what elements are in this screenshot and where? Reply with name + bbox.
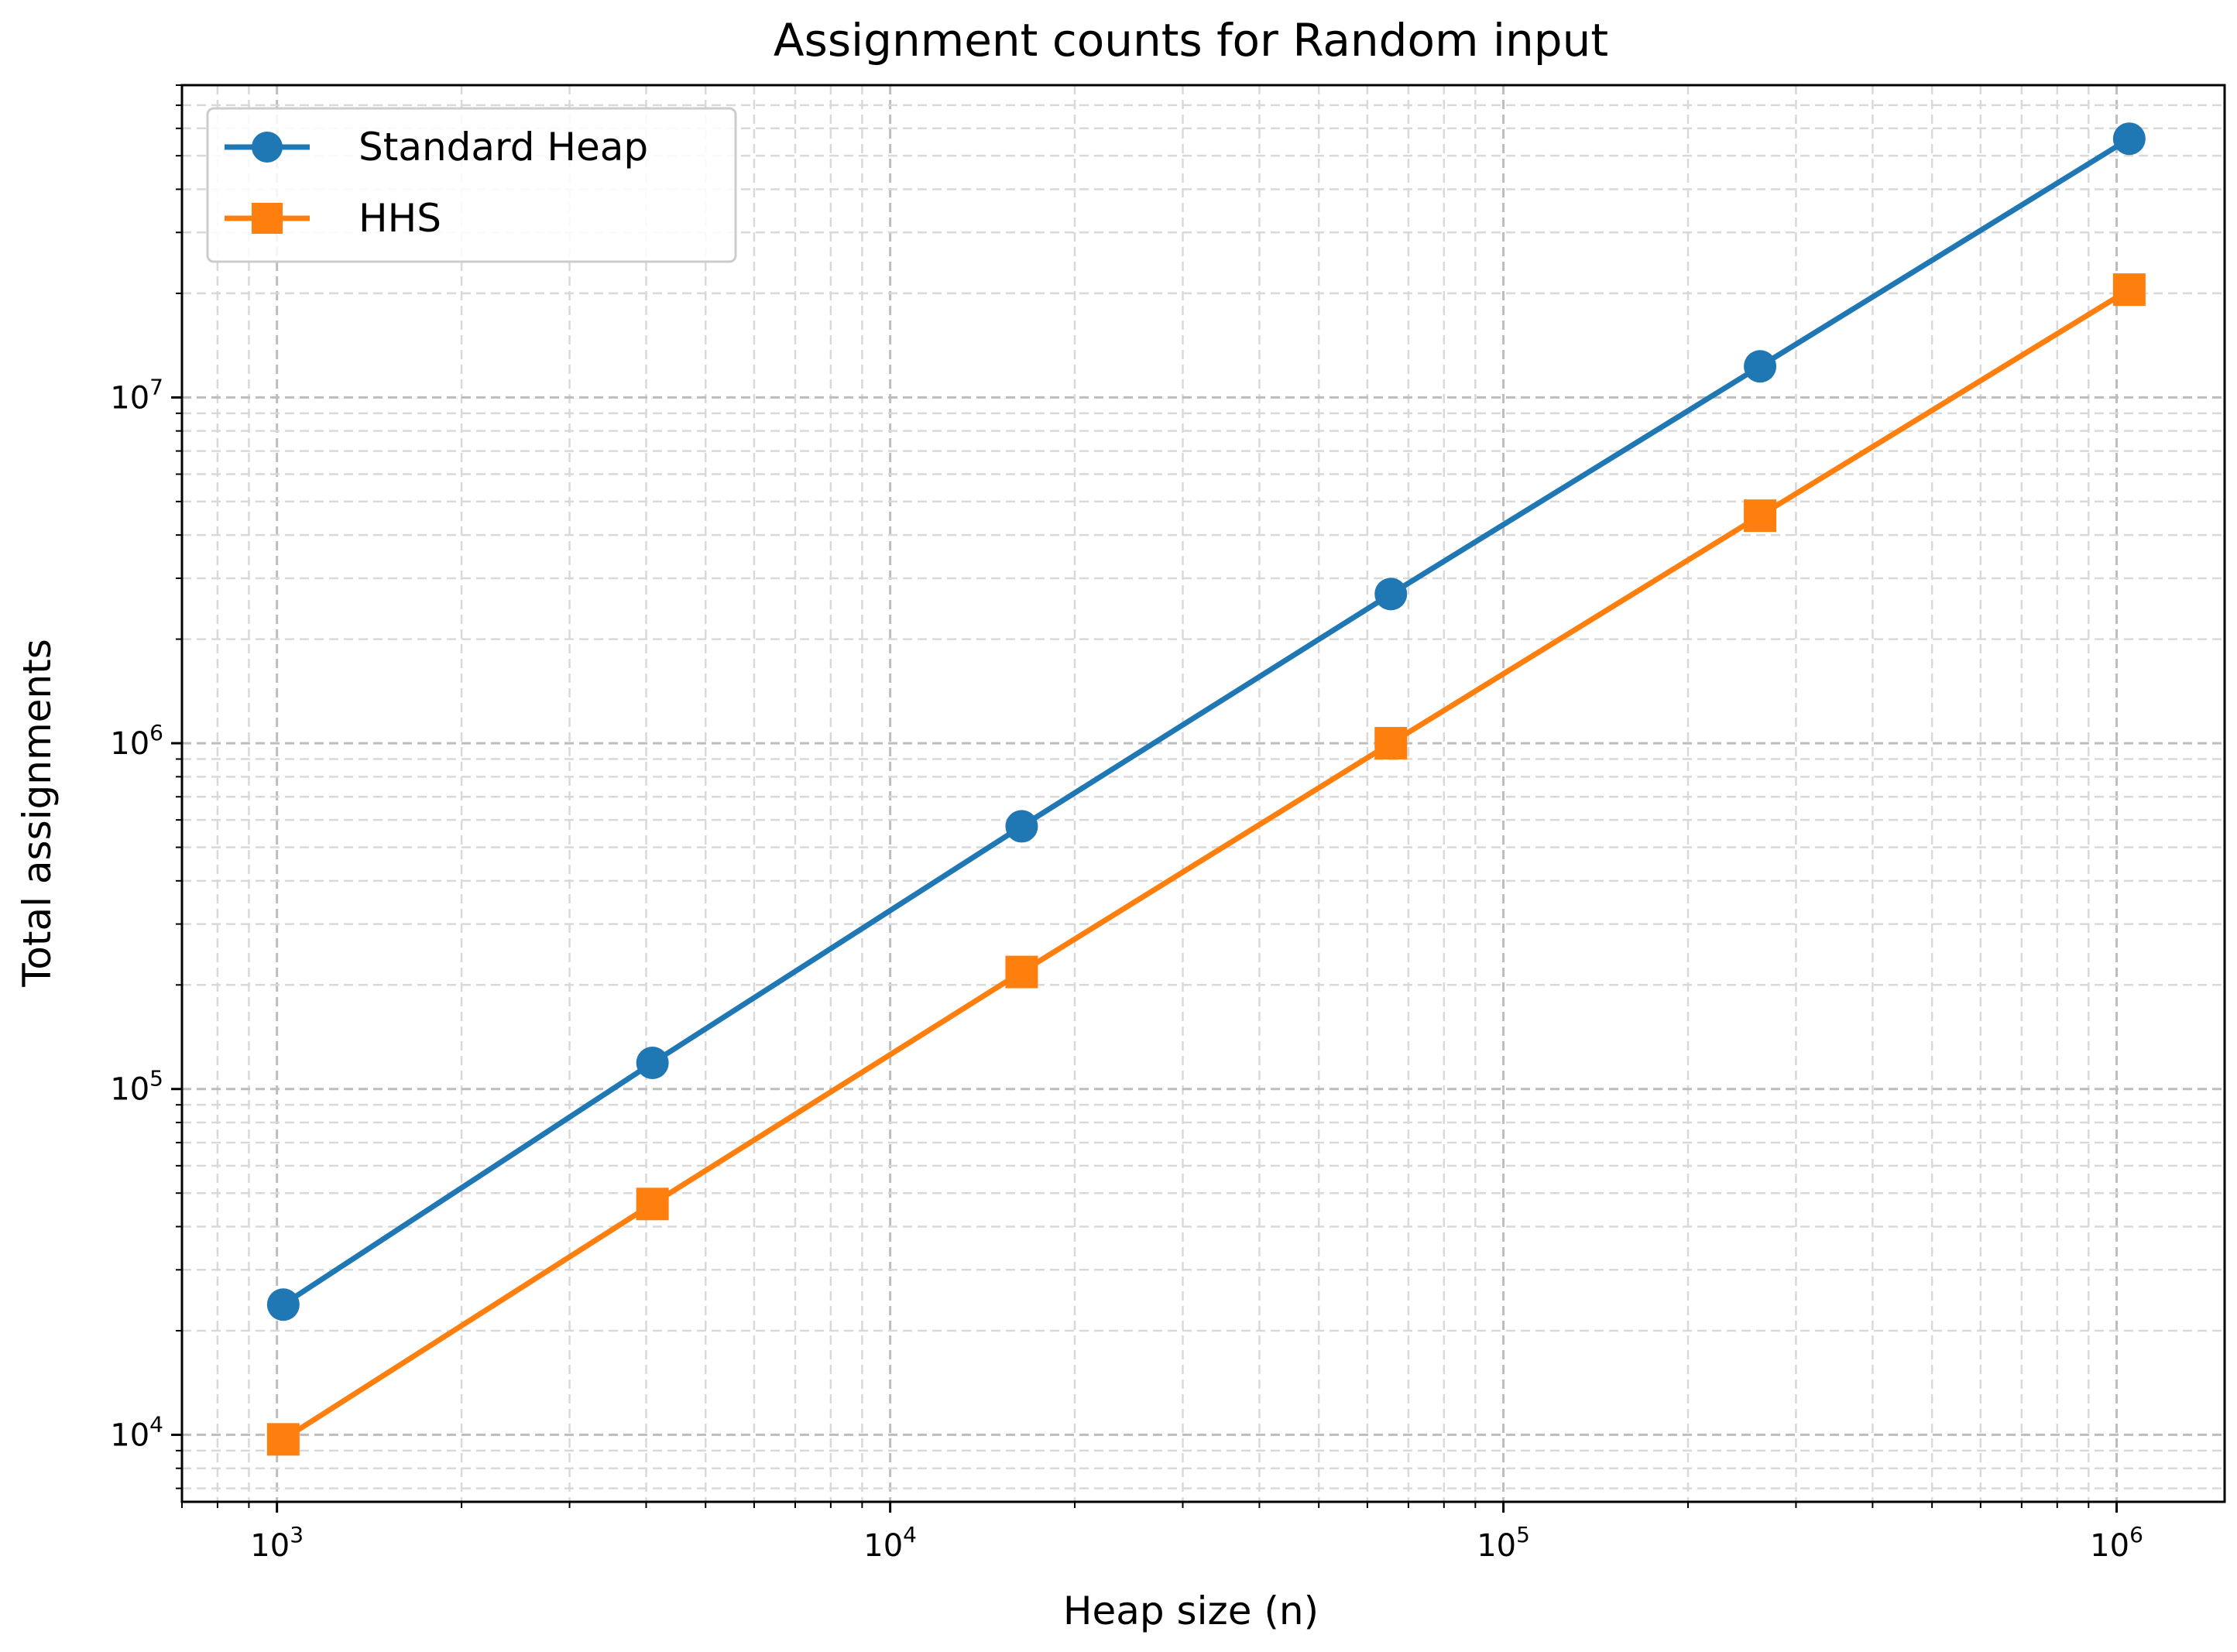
series-line-standard-heap	[280, 135, 2132, 1308]
point-hhs	[266, 1423, 300, 1456]
legend-marker-standard-heap	[252, 132, 283, 163]
point-standard-heap	[1744, 350, 1777, 383]
legend-label-hhs: HHS	[359, 196, 441, 241]
y-tick-label: 107	[110, 374, 163, 416]
x-tick-label: 105	[1477, 1522, 1530, 1564]
legend-box	[206, 107, 737, 263]
y-tick-label: 105	[110, 1066, 163, 1108]
x-tick-label: 106	[2090, 1522, 2143, 1564]
point-hhs	[1744, 499, 1777, 533]
legend: Standard Heap HHS	[206, 107, 737, 263]
y-tick-label: 104	[110, 1411, 163, 1453]
point-standard-heap	[1374, 578, 1408, 611]
point-hhs	[636, 1188, 669, 1221]
y-tick-label: 106	[110, 720, 163, 762]
x-tick-label: 104	[863, 1522, 917, 1564]
chart-title: Assignment counts for Random input	[774, 14, 1608, 67]
point-standard-heap	[1005, 810, 1038, 843]
point-standard-heap	[2112, 122, 2146, 156]
series-layer	[266, 122, 2146, 1456]
y-axis-title: Total assignments	[15, 639, 60, 988]
ticks: 103 104 105 106 104 105 106 107	[110, 84, 2143, 1564]
point-standard-heap	[636, 1047, 669, 1080]
plot-frame	[180, 84, 2226, 1503]
point-standard-heap	[266, 1288, 300, 1321]
point-hhs	[1374, 727, 1408, 760]
x-tick-label: 103	[250, 1522, 304, 1564]
legend-marker-hhs	[252, 203, 283, 234]
legend-label-standard-heap: Standard Heap	[359, 125, 648, 170]
grid	[180, 84, 2225, 1502]
point-hhs	[1005, 955, 1038, 989]
point-hhs	[2112, 273, 2146, 307]
x-axis-title: Heap size (n)	[1063, 1589, 1319, 1633]
series-line-hhs	[280, 286, 2132, 1442]
